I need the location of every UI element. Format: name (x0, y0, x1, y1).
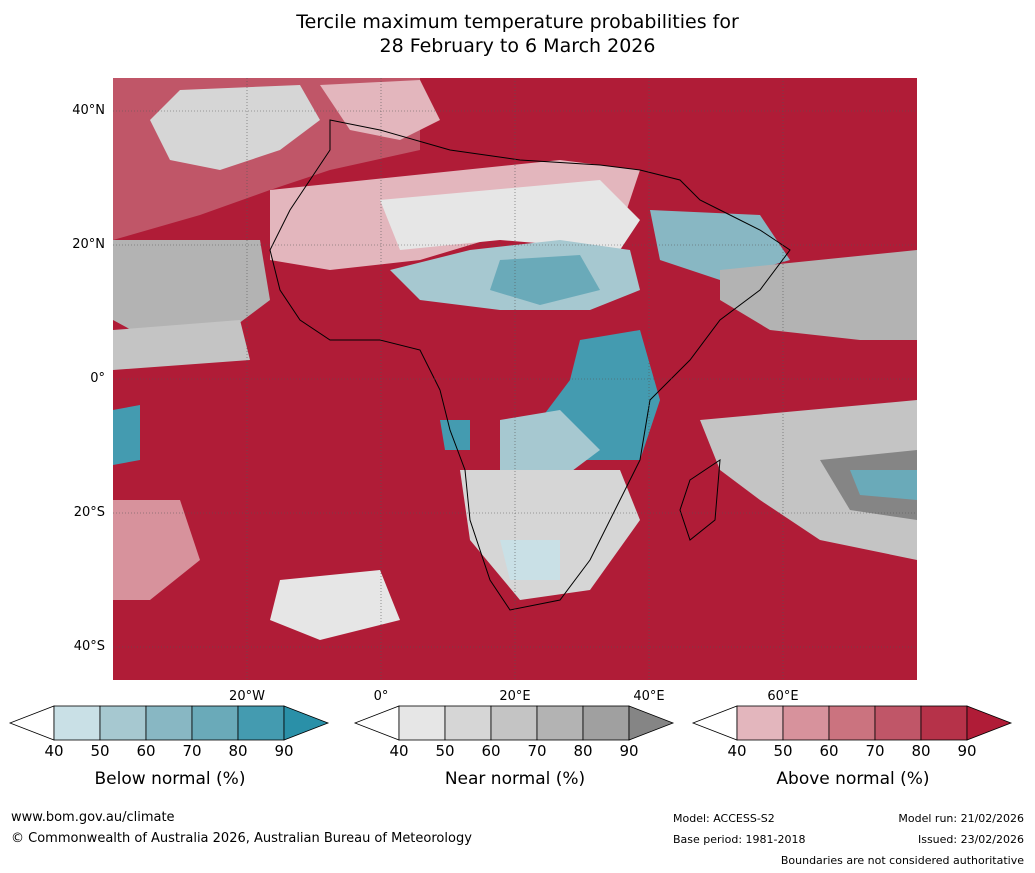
map-gridlines (113, 78, 917, 680)
colorbar-below-tick-label: 50 (90, 742, 110, 760)
colorbar-above-tick-label: 40 (727, 742, 747, 760)
lon-label-20e: 20°E (499, 689, 531, 704)
footer-website: www.bom.gov.au/climate (11, 810, 175, 825)
colorbar-near-tick-label: 50 (435, 742, 455, 760)
footer-disclaimer: Boundaries are not considered authoritat… (780, 854, 1024, 867)
colorbar-above-tick-label: 70 (865, 742, 885, 760)
lon-label-40e: 40°E (633, 689, 665, 704)
colorbar-near-min-triangle (353, 705, 400, 741)
footer-model: Model: ACCESS-S2 (673, 812, 775, 825)
iberia-region (320, 80, 440, 140)
colorbar-above-tick-label: 60 (819, 742, 839, 760)
colorbar-near-tick-label: 60 (481, 742, 501, 760)
arabian-sea-near-normal (720, 250, 917, 340)
footer-model-run: Model run: 21/02/2026 (898, 812, 1024, 825)
indian-ocean-below-normal (850, 470, 917, 500)
angola-coast-below-normal (440, 420, 470, 450)
colorbar-below-tick-label: 90 (274, 742, 294, 760)
lon-label-20w: 20°W (229, 689, 265, 704)
colorbar-below-swatch (53, 705, 101, 741)
colorbar-below-min-triangle (8, 705, 55, 741)
lat-label-40s: 40°S (73, 639, 105, 654)
lon-label-0: 0° (373, 689, 389, 704)
colorbar-near-max-triangle (628, 705, 675, 741)
southwest-atlantic-region (113, 500, 200, 600)
colorbar-below-swatch (99, 705, 147, 741)
legend-above-label: Above normal (%) (776, 769, 930, 789)
africa-coastline (269, 119, 791, 611)
map-title-line2: 28 February to 6 March 2026 (379, 35, 656, 57)
colorbar-below-tick-label: 70 (182, 742, 202, 760)
lat-label-40n: 40°N (72, 103, 105, 118)
indian-ocean-near-normal (700, 400, 917, 560)
footer-issued: Issued: 23/02/2026 (917, 833, 1024, 846)
colorbar-near-tick-label: 90 (619, 742, 639, 760)
tropical-atlantic-near-normal (113, 240, 270, 340)
colorbar-near-swatch (398, 705, 446, 741)
sahara-near-normal (380, 180, 640, 250)
colorbar-below-max-triangle (283, 705, 330, 741)
southern-africa-near-normal (460, 470, 640, 600)
colorbar-near-swatch (444, 705, 492, 741)
colorbar-below-tick-label: 40 (44, 742, 64, 760)
south-africa-below-normal (500, 540, 560, 580)
colorbar-above-swatch (920, 705, 968, 741)
colorbar-near-swatch (582, 705, 630, 741)
lat-label-0: 0° (90, 371, 105, 386)
colorbar-below-tick-label: 80 (228, 742, 248, 760)
footer-copyright: © Commonwealth of Australia 2026, Austra… (11, 831, 472, 846)
colorbar-near-tick-label: 40 (389, 742, 409, 760)
colorbar-above-min-triangle (691, 705, 738, 741)
colorbar-above-swatch (874, 705, 922, 741)
colorbar-above-max-triangle (966, 705, 1013, 741)
map-title-line1: Tercile maximum temperature probabilitie… (296, 11, 739, 33)
lon-label-60e: 60°E (767, 689, 799, 704)
colorbar-below-tick-label: 60 (136, 742, 156, 760)
colorbar-above-swatch (736, 705, 784, 741)
footer-base-period: Base period: 1981-2018 (673, 833, 806, 846)
lat-label-20s: 20°S (73, 505, 105, 520)
colorbar-above-tick-label: 80 (911, 742, 931, 760)
tropical-atlantic-band (113, 320, 250, 370)
probability-map (113, 78, 917, 680)
colorbar-below-swatch (191, 705, 239, 741)
colorbar-near-normal (353, 705, 675, 741)
colorbar-near-tick-label: 70 (527, 742, 547, 760)
colorbar-near-swatch (536, 705, 584, 741)
colorbar-above-normal (691, 705, 1013, 741)
colorbar-above-swatch (782, 705, 830, 741)
colorbar-above-tick-label: 90 (957, 742, 977, 760)
colorbar-near-swatch (490, 705, 538, 741)
brazil-coast-below-normal (113, 405, 140, 465)
lat-label-20n: 20°N (72, 237, 105, 252)
colorbar-below-swatch (237, 705, 285, 741)
colorbar-below-normal (8, 705, 330, 741)
madagascar-coastline (679, 459, 721, 541)
south-atlantic-near-normal (270, 570, 400, 640)
colorbar-below-swatch (145, 705, 193, 741)
colorbar-above-tick-label: 50 (773, 742, 793, 760)
sahel-below-normal-core (490, 255, 600, 305)
colorbar-near-tick-label: 80 (573, 742, 593, 760)
central-africa-below-normal (500, 410, 600, 480)
colorbar-above-swatch (828, 705, 876, 741)
legend-below-label: Below normal (%) (94, 769, 246, 789)
legend-near-label: Near normal (%) (444, 769, 586, 789)
north-atlantic-near-normal (150, 85, 320, 170)
